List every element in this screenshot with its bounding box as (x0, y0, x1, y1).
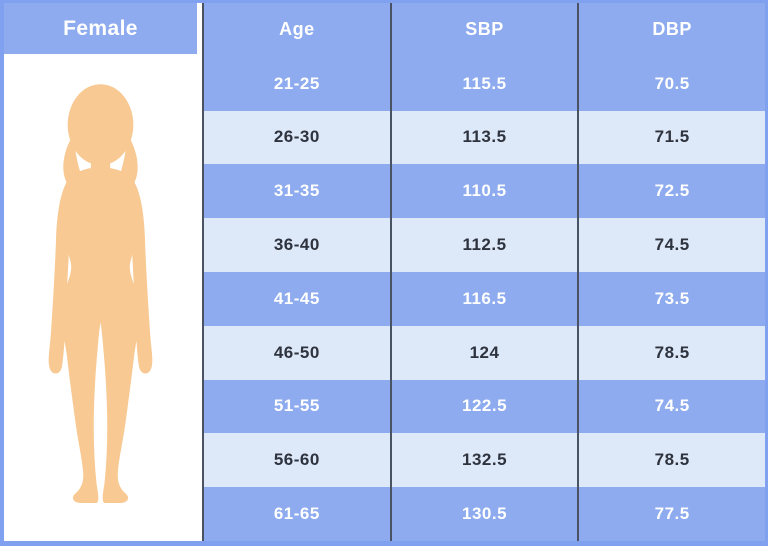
table-row: 41-45 116.5 73.5 (204, 271, 765, 326)
age-cell: 26-30 (273, 127, 320, 147)
age-column-header: Age (279, 19, 315, 40)
dbp-cell: 70.5 (577, 56, 765, 111)
sbp-cell: 112.5 (389, 218, 578, 272)
sbp-cell: 122.5 (389, 379, 578, 434)
table-row: 61-65 130.5 77.5 (204, 487, 765, 541)
dbp-cell: 78.5 (577, 433, 765, 488)
sbp-cell: 113.5 (389, 110, 578, 165)
dbp-cell: 78.5 (577, 325, 765, 380)
sbp-cell: 115.5 (389, 56, 578, 111)
age-cell: 56-60 (273, 450, 320, 470)
sbp-column-header: SBP (389, 3, 578, 57)
table-row: 21-25 115.5 70.5 (204, 56, 765, 111)
table-row: 56-60 132.5 78.5 (204, 433, 765, 488)
age-cell: 41-45 (273, 288, 320, 308)
bp-table: Age SBP DBP 21-25 115.5 70.5 26-30 113.5… (202, 3, 765, 541)
dbp-cell: 72.5 (577, 164, 765, 219)
sbp-cell: 116.5 (389, 271, 578, 326)
dbp-column-header: DBP (577, 3, 765, 57)
sbp-cell: 132.5 (389, 433, 578, 488)
dbp-cell: 77.5 (577, 487, 765, 541)
table-row: 46-50 124 78.5 (204, 325, 765, 380)
table-row: 51-55 122.5 74.5 (204, 379, 765, 434)
table-header-row: Age SBP DBP (204, 3, 765, 57)
dbp-cell: 74.5 (577, 218, 765, 272)
sbp-cell: 130.5 (389, 487, 578, 541)
sbp-cell: 124 (389, 325, 578, 380)
figure-container (4, 54, 197, 541)
panel-table-divider (197, 3, 202, 541)
age-cell: 51-55 (273, 396, 320, 416)
sbp-cell: 110.5 (389, 164, 578, 219)
female-body-silhouette-icon (48, 84, 153, 504)
dbp-cell: 74.5 (577, 379, 765, 434)
age-cell: 46-50 (273, 342, 320, 362)
table-row: 31-35 110.5 72.5 (204, 164, 765, 219)
panel-title: Female (4, 3, 197, 54)
dbp-cell: 71.5 (577, 110, 765, 165)
age-cell: 31-35 (273, 181, 320, 201)
table-row: 36-40 112.5 74.5 (204, 218, 765, 272)
age-cell: 21-25 (273, 73, 320, 93)
dbp-cell: 73.5 (577, 271, 765, 326)
age-cell: 36-40 (273, 235, 320, 255)
table-row: 26-30 113.5 71.5 (204, 110, 765, 165)
age-cell: 61-65 (273, 504, 320, 524)
female-panel: Female (4, 3, 197, 541)
